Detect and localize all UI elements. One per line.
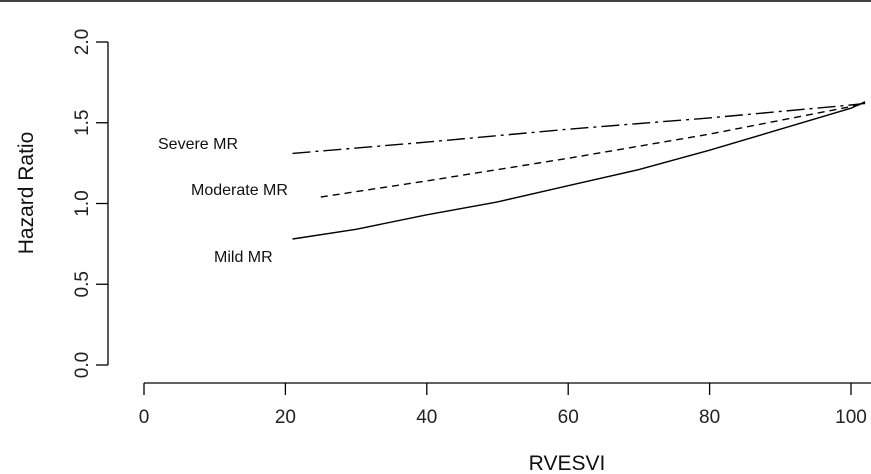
y-tick-label: 1.5 — [72, 110, 93, 136]
series-line-moderate-mr — [320, 102, 866, 198]
y-ticks: 0.0 0.5 1.0 1.5 2.0 — [72, 29, 108, 378]
y-axis-title: Hazard Ratio — [15, 132, 38, 255]
x-tick-label: 40 — [416, 407, 437, 428]
series-label-moderate: Moderate MR — [191, 182, 288, 199]
series-label-mild: Mild MR — [214, 249, 273, 266]
series-line-severe-mr — [292, 102, 866, 155]
y-tick-label: 2.0 — [72, 29, 93, 55]
x-tick-label: 20 — [275, 407, 296, 428]
y-tick-label: 1.0 — [72, 190, 93, 216]
series-label-severe: Severe MR — [158, 136, 238, 153]
x-tick-label: 100 — [835, 407, 867, 428]
x-ticks: 0 20 40 60 80 100 — [139, 383, 867, 428]
x-tick-label: 60 — [558, 407, 579, 428]
y-tick-label: 0.5 — [72, 271, 93, 297]
series-lines — [292, 101, 866, 240]
x-axis: 0 20 40 60 80 100 — [139, 382, 871, 428]
y-axis: 0.0 0.5 1.0 1.5 2.0 — [72, 29, 109, 378]
series-line-mild-mr — [292, 101, 866, 240]
x-tick-label: 80 — [699, 407, 720, 428]
x-axis-title: RVESVI — [529, 452, 606, 474]
x-tick-label: 0 — [139, 407, 150, 428]
y-tick-label: 0.0 — [72, 352, 93, 378]
